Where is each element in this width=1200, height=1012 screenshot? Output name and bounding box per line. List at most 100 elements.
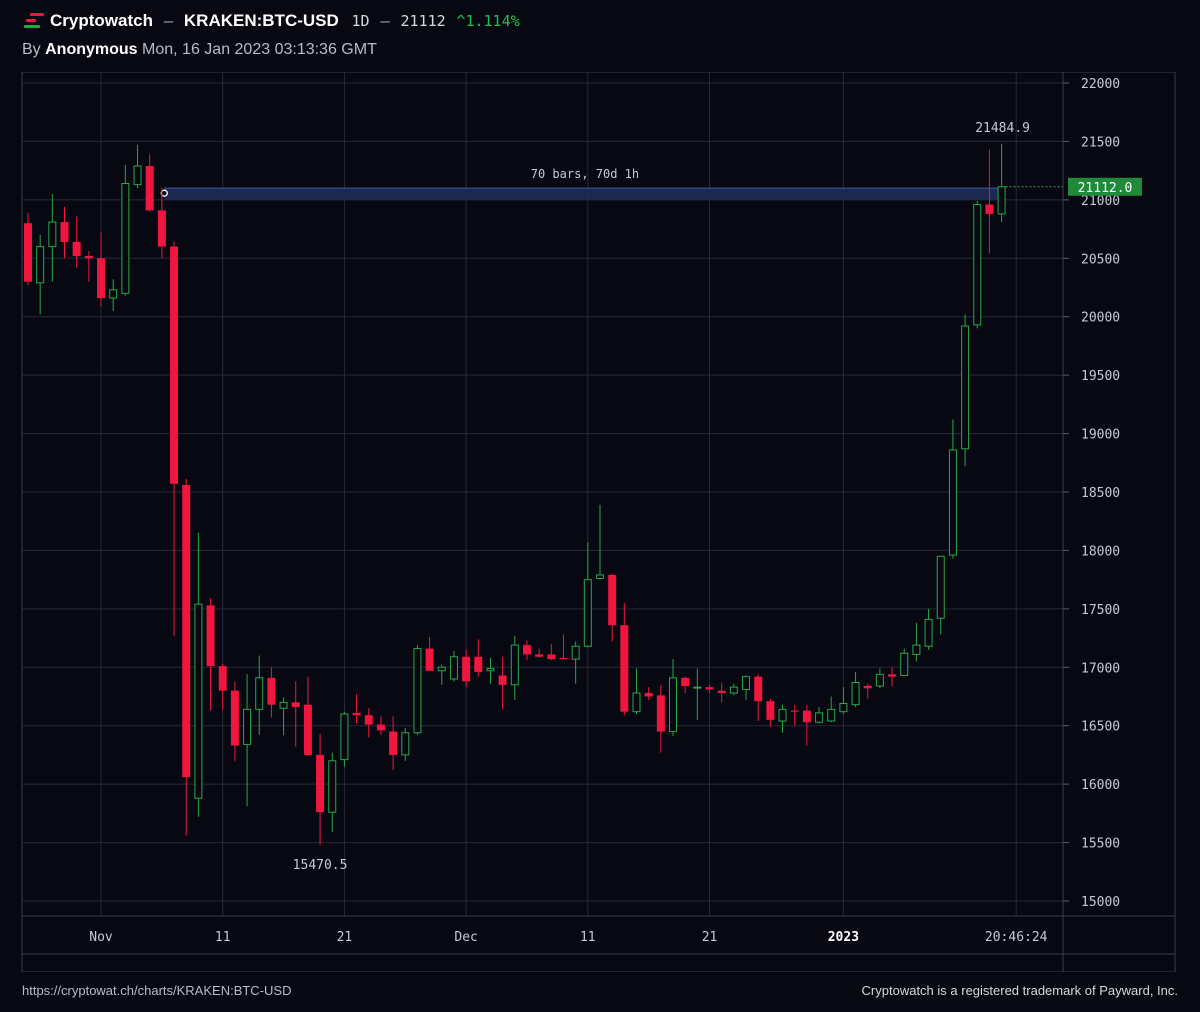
candle <box>729 683 738 696</box>
candle-body-down <box>802 710 811 723</box>
candle <box>474 639 483 677</box>
x-tick-label: 20:46:24 <box>985 930 1048 945</box>
candle-body-up <box>924 618 933 647</box>
candle-body-up <box>133 165 142 186</box>
candle <box>669 659 678 737</box>
y-tick-label: 17500 <box>1081 603 1120 618</box>
candle-body-down <box>218 666 227 691</box>
candle-body-up <box>948 449 957 556</box>
x-axis: Nov 11 21 Dec 11 21 2023 20:46:24 <box>22 915 1175 955</box>
candle <box>681 676 690 693</box>
measure-tool: 70 bars, 70d 1h <box>160 167 1006 200</box>
candle-body-up <box>875 673 884 687</box>
candle <box>693 668 702 720</box>
candle <box>985 149 994 254</box>
candle-body-up <box>742 676 751 690</box>
candle <box>401 728 410 761</box>
candle <box>243 674 252 807</box>
candle-body-up <box>997 186 1006 215</box>
candle <box>36 234 45 315</box>
candle <box>157 188 166 259</box>
candle-body-up <box>595 574 604 579</box>
candle-body-up <box>109 289 118 299</box>
y-tick-label: 16000 <box>1081 778 1120 793</box>
y-tick-label: 15000 <box>1081 895 1120 910</box>
candle <box>230 681 239 761</box>
candle <box>961 314 970 467</box>
candle <box>389 716 398 771</box>
candle <box>547 643 556 661</box>
candle <box>364 708 373 738</box>
candle-body-up <box>243 708 252 745</box>
candle-body-up <box>279 701 288 709</box>
candle-body-down <box>230 690 239 746</box>
candle-body-up <box>449 656 458 680</box>
candle-body-up <box>401 732 410 756</box>
y-tick-label: 19500 <box>1081 369 1120 384</box>
candle-body-up <box>121 182 130 294</box>
last-price-label: 21112.0 <box>1078 181 1133 196</box>
y-tick-label: 19000 <box>1081 428 1120 443</box>
snapshot-timestamp: Mon, 16 Jan 2023 03:13:36 GMT <box>142 41 377 58</box>
candle-body-down <box>863 685 872 689</box>
y-tick-label: 18000 <box>1081 544 1120 559</box>
candle-body-up <box>851 681 860 706</box>
candle <box>340 711 349 767</box>
candle <box>449 650 458 682</box>
candle-body-up <box>973 204 982 326</box>
candle-body-down <box>303 704 312 755</box>
x-tick-label: 21 <box>337 930 353 945</box>
candle-body-down <box>364 715 373 725</box>
x-tick-label: 21 <box>702 930 718 945</box>
candle <box>742 675 751 701</box>
candle-body-up <box>413 648 422 734</box>
x-tick-label: 11 <box>215 930 231 945</box>
candle <box>595 504 604 580</box>
candle-body-up <box>340 713 349 761</box>
low-label: 15470.5 <box>293 858 348 873</box>
title-row: Cryptowatch – KRAKEN:BTC-USD 1D – 21112 … <box>50 11 520 31</box>
candle-body-up <box>815 712 824 723</box>
candle <box>583 542 592 648</box>
y-tick-label: 21000 <box>1081 194 1120 209</box>
candle-body-down <box>182 484 191 778</box>
candle-body-down <box>157 210 166 247</box>
candle-body-down <box>97 258 106 299</box>
candle-body-down <box>72 241 81 256</box>
candle-body-down <box>754 676 763 702</box>
measure-band <box>164 188 1006 200</box>
candle <box>973 201 982 329</box>
measure-label: 70 bars, 70d 1h <box>531 167 639 181</box>
candle <box>60 206 69 259</box>
candle <box>863 683 872 699</box>
candlestick-chart[interactable]: 70 bars, 70d 1h 15000 15500 16000 16500 1700… <box>0 72 1200 972</box>
candles <box>24 143 1006 845</box>
candle <box>48 194 57 282</box>
chart-annotations: 21112.0 21484.9 15470.5 <box>293 121 1142 873</box>
candle <box>72 216 81 268</box>
candle-body-down <box>291 702 300 708</box>
candle <box>24 212 32 286</box>
y-tick-label: 18500 <box>1081 486 1120 501</box>
candle-body-down <box>535 654 544 657</box>
candle-body-down <box>425 648 434 671</box>
candle <box>291 681 300 747</box>
candle-body-down <box>547 654 556 660</box>
candle <box>790 704 799 726</box>
candle-body-down <box>316 754 325 813</box>
footer-url[interactable]: https://cryptowat.ch/charts/KRAKEN:BTC-U… <box>22 983 292 998</box>
candle-body-up <box>693 686 702 689</box>
cryptowatch-logo-icon <box>24 12 46 32</box>
candle-body-down <box>717 690 726 693</box>
candle-body-up <box>632 692 641 713</box>
chart-header: Cryptowatch – KRAKEN:BTC-USD 1D – 21112 … <box>0 0 1200 72</box>
candle-body-down <box>389 731 398 755</box>
candle-body-up <box>48 221 57 248</box>
candle <box>182 479 191 836</box>
candle <box>486 657 495 684</box>
high-label: 21484.9 <box>975 121 1030 136</box>
candle <box>948 419 957 559</box>
candle-body-up <box>328 760 337 813</box>
x-tick-label: Nov <box>89 930 113 945</box>
candle <box>535 648 544 658</box>
